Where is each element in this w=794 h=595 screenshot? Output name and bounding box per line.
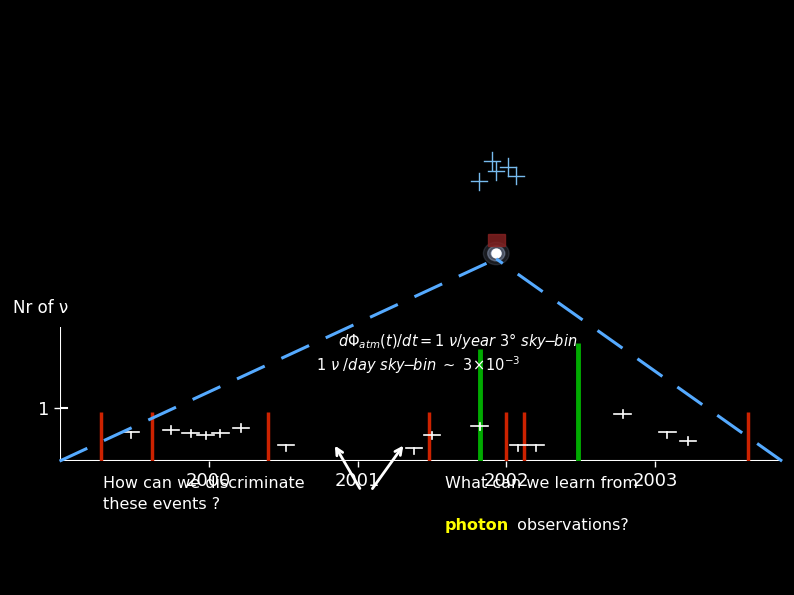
Text: Nr of ν: Nr of ν	[13, 299, 67, 317]
Text: observations?: observations?	[512, 518, 629, 533]
Ellipse shape	[494, 252, 499, 255]
Ellipse shape	[484, 242, 509, 265]
Text: How can we discriminate
these events ?: How can we discriminate these events ?	[103, 476, 305, 512]
Point	[490, 249, 503, 258]
Text: $d\Phi_{atm}(t)/dt = 1\ \nu/year\ 3°\ sky\!\!-\!\!bin$: $d\Phi_{atm}(t)/dt = 1\ \nu/year\ 3°\ sk…	[337, 331, 577, 351]
Text: photon: photon	[445, 518, 509, 533]
Ellipse shape	[491, 249, 501, 258]
Text: What can we learn from: What can we learn from	[445, 476, 638, 512]
Text: $1\ \nu\ /day\ sky\!\!-\!\!bin\ \sim\ 3\!\times\!10^{-3}$: $1\ \nu\ /day\ sky\!\!-\!\!bin\ \sim\ 3\…	[316, 354, 520, 375]
Ellipse shape	[488, 246, 505, 261]
Bar	[488, 234, 505, 246]
